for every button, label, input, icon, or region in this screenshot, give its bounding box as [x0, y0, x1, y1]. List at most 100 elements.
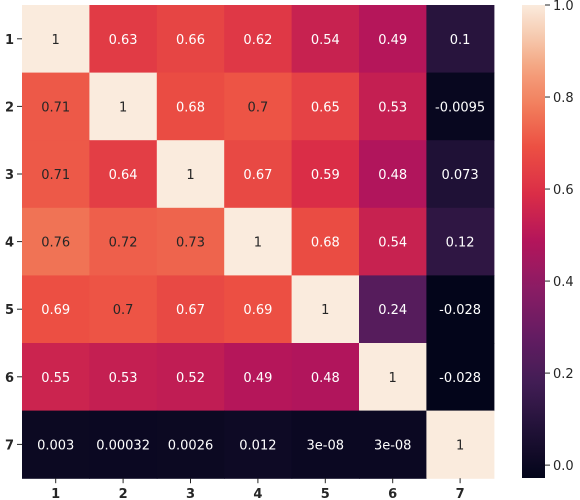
cell-annotation: 0.65 — [311, 100, 340, 115]
x-tick-label: 3 — [186, 487, 195, 500]
cell-annotation: 0.48 — [378, 168, 407, 183]
heatmap-cells — [22, 5, 495, 479]
heatmap-cell — [426, 275, 495, 344]
x-tick-label: 4 — [253, 487, 262, 500]
heatmap-cell — [89, 140, 158, 209]
y-axis-ticks: 1 2 3 4 5 6 7 — [5, 33, 22, 453]
cell-annotation: 0.55 — [41, 371, 70, 386]
heatmap-cell — [22, 275, 90, 344]
heatmap-cell — [89, 343, 158, 412]
heatmap-cell — [156, 410, 225, 479]
heatmap-cell — [359, 410, 427, 479]
y-tick-label: 7 — [5, 438, 14, 453]
y-tick-label: 1 — [5, 33, 14, 48]
heatmap-cell — [291, 140, 360, 209]
heatmap-cell — [291, 72, 360, 141]
cell-annotation: 0.53 — [109, 371, 138, 386]
cell-annotation: 0.62 — [243, 33, 272, 48]
cell-annotation: 0.68 — [311, 236, 340, 251]
colorbar-tick-label: 0.8 — [553, 91, 574, 106]
y-tick-label: 2 — [5, 100, 14, 115]
cell-annotation: 0.7 — [248, 100, 269, 115]
cell-annotation: 0.54 — [311, 33, 340, 48]
cell-annotation: 0.073 — [441, 168, 478, 183]
cell-annotation: 0.48 — [311, 371, 340, 386]
heatmap-cell — [291, 343, 360, 412]
heatmap-cell — [156, 275, 225, 344]
heatmap-cell — [291, 410, 360, 479]
heatmap-cell — [224, 343, 293, 412]
x-tick-label: 6 — [388, 487, 397, 500]
heatmap-cell — [89, 72, 158, 141]
heatmap-cell — [156, 5, 225, 74]
heatmap-cell — [224, 140, 293, 209]
cell-annotation: 0.53 — [378, 100, 407, 115]
heatmap-cell — [359, 275, 427, 344]
cell-annotation: 0.1 — [450, 33, 471, 48]
cell-annotation: 1 — [186, 168, 194, 183]
heatmap-cell — [291, 275, 360, 344]
x-tick-label: 7 — [456, 487, 465, 500]
cell-annotation: 0.64 — [109, 168, 138, 183]
heatmap-cell — [291, 207, 360, 276]
y-tick-label: 3 — [5, 168, 14, 183]
heatmap-cell — [291, 5, 360, 74]
x-tick-label: 2 — [119, 487, 128, 500]
cell-annotation: 0.63 — [109, 33, 138, 48]
heatmap-cell — [426, 343, 495, 412]
heatmap-cell — [426, 207, 495, 276]
heatmap-cell — [224, 207, 293, 276]
cell-annotation: 0.12 — [446, 236, 475, 251]
cell-annotation: 0.67 — [243, 168, 272, 183]
cell-annotation: 0.49 — [243, 371, 272, 386]
cell-annotation: 0.67 — [176, 303, 205, 318]
cell-annotation: 1 — [389, 371, 397, 386]
y-tick-label: 6 — [5, 371, 14, 386]
heatmap-cell — [359, 72, 427, 141]
cell-annotation: 0.69 — [41, 303, 70, 318]
heatmap-cell — [426, 72, 495, 141]
heatmap-cell — [359, 207, 427, 276]
cell-annotation: -0.028 — [439, 303, 481, 318]
cell-annotation: 0.24 — [378, 303, 407, 318]
heatmap-cell — [89, 207, 158, 276]
heatmap-cell — [156, 207, 225, 276]
heatmap-cell — [426, 140, 495, 209]
cell-annotation: 1 — [321, 303, 329, 318]
x-tick-label: 5 — [321, 487, 330, 500]
colorbar-tick-label: 0.6 — [553, 183, 574, 198]
cell-annotation: 0.012 — [239, 438, 276, 453]
cell-annotation: 0.71 — [41, 100, 70, 115]
cell-annotation: 0.49 — [378, 33, 407, 48]
heatmap-cell — [22, 5, 90, 74]
cell-annotation: 0.72 — [109, 236, 138, 251]
heatmap-cell — [426, 5, 495, 74]
cell-annotation: 0.52 — [176, 371, 205, 386]
y-tick-label: 4 — [5, 236, 14, 251]
colorbar-tick-label: 0.2 — [553, 367, 574, 382]
heatmap-cell — [359, 343, 427, 412]
cell-annotation: 1 — [456, 438, 464, 453]
heatmap-cell — [426, 410, 495, 479]
x-tick-label: 1 — [51, 487, 60, 500]
cell-annotation: 0.69 — [243, 303, 272, 318]
heatmap-cell — [359, 5, 427, 74]
colorbar-tick-label: 0.4 — [553, 275, 574, 290]
heatmap-cell — [22, 72, 90, 141]
colorbar-gradient — [522, 5, 545, 478]
colorbar-tick-label: 0.0 — [553, 459, 574, 474]
heatmap-cell — [359, 140, 427, 209]
colorbar-tick-label: 1.0 — [553, 0, 574, 14]
heatmap-cell — [156, 343, 225, 412]
heatmap-cell — [224, 410, 293, 479]
cell-annotation: 0.73 — [176, 236, 205, 251]
heatmap-cell — [224, 275, 293, 344]
cell-annotation: 3e-08 — [374, 438, 412, 453]
cell-annotation: 0.66 — [176, 33, 205, 48]
cell-annotation: 0.71 — [41, 168, 70, 183]
cell-annotation: 0.0026 — [168, 438, 214, 453]
heatmap-cell — [89, 275, 158, 344]
heatmap-cell — [89, 5, 158, 74]
heatmap-cell — [224, 5, 293, 74]
